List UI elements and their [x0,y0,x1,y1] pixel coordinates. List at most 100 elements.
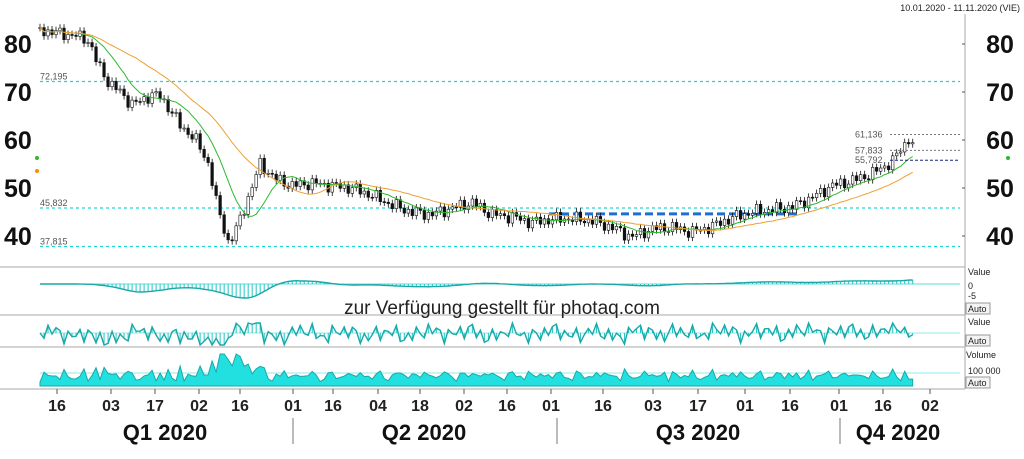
candle-body [738,210,743,220]
candle-body [66,34,70,40]
quarter-label: Q1 2020 [123,420,207,445]
candle-body [807,196,811,209]
reference-line-label: 72,195 [40,71,68,81]
candle-body [486,212,490,218]
y-tick-right: 40 [986,223,1014,251]
candle-body [250,187,254,197]
x-tick-label: 02 [455,398,473,415]
candle-body [911,142,915,145]
date-range: 10.01.2020 - 11.11.2020 (VIE) [900,3,1020,13]
x-tick-label: 17 [146,398,164,415]
indicator-1-line [40,279,913,299]
candle-body [734,210,739,217]
auto-button-2-label[interactable]: Auto [968,336,987,346]
candle-body [718,220,723,226]
candle-body [474,198,478,207]
indicator-panel-2 [39,320,960,347]
candle-body [258,157,262,175]
candle-body [402,207,406,214]
candle-body [54,30,58,35]
indicator-1-tick-1: -5 [968,291,976,301]
x-tick-label: 16 [48,398,66,415]
quarter-label: Q3 2020 [656,420,740,445]
auto-button-1[interactable] [965,302,991,315]
quarter-label: Q4 2020 [856,420,940,445]
auto-button-1-label[interactable]: Auto [968,304,987,314]
price-level-label: 57,833 [855,145,883,155]
candle-body [86,42,90,44]
candle-body [775,202,779,213]
candle-body [246,196,250,215]
candle-body [454,206,458,209]
candle-body [122,88,126,96]
candle-body [602,222,607,231]
indicator-2-label: Value [968,317,990,327]
candle-body [218,195,222,216]
candle-body [106,76,110,88]
candle-body [542,218,547,225]
candle-body [795,200,799,210]
auto-button-3-label[interactable]: Auto [968,378,987,388]
x-tick-label: 16 [874,398,892,415]
candle-body [550,219,555,225]
x-tick-label: 16 [594,398,612,415]
candle-body [438,206,442,212]
candle-body [831,182,835,188]
candle-body [899,151,903,154]
price-level-label: 55,792 [855,155,883,165]
candle-body [214,185,218,196]
candle-body [210,162,214,186]
candle-body [815,193,819,198]
candle-body [574,211,579,222]
candle-body [82,30,86,44]
candle-body [58,27,62,31]
reference-line-label: 45,832 [40,198,68,208]
candle-body [510,212,514,224]
candle-body [262,157,266,175]
candle-body [606,223,611,231]
candle-body [102,62,106,78]
auto-button-2[interactable] [965,334,991,347]
candle-body [494,209,498,216]
candle-body [839,178,843,186]
candle-body [578,211,583,222]
ma-short-line [39,27,913,234]
candle-body [666,231,671,233]
auto-button-3[interactable] [965,376,991,389]
candle-body [390,203,394,209]
candle-body [863,174,867,180]
candle-body [458,199,462,208]
x-tick-label: 02 [190,398,208,415]
candle-body [835,182,839,186]
candle-body [306,184,310,191]
candle-body [754,204,759,214]
candle-body [530,219,535,229]
candle-body [875,167,879,172]
candle-body [586,218,591,224]
candle-body [554,212,559,221]
y-tick-left: 60 [4,127,32,155]
candle-body [234,225,238,242]
candle-body [190,134,194,140]
candle-body [686,231,691,238]
candle-body [146,96,150,104]
candle-body [330,182,334,193]
x-tick-label: 02 [921,398,939,415]
candle-body [46,29,50,37]
candle-body [98,61,102,64]
candle-body [690,226,695,238]
candle-body [538,216,543,225]
candle-body [350,187,354,194]
candle-body [406,209,410,214]
candle-body [382,201,386,203]
price-series [38,23,915,245]
x-tick-label: 04 [369,398,387,415]
candle-body [614,226,619,231]
candle-body [366,190,370,198]
candle-body [867,178,871,181]
y-tick-right: 60 [986,127,1014,155]
candle-body [482,202,486,213]
candle-body [206,157,210,163]
quarter-labels: Q1 2020 Q2 2020 Q3 2020 Q4 2020 [123,418,940,445]
candle-body [883,165,887,169]
